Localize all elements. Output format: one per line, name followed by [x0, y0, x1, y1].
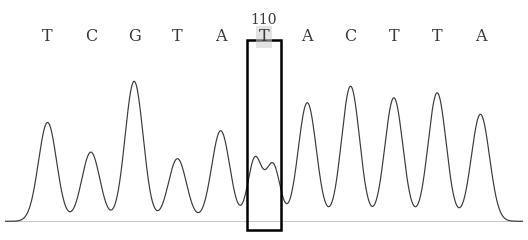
Text: C: C — [84, 28, 97, 45]
Text: 110: 110 — [251, 13, 277, 27]
Text: T: T — [259, 28, 269, 45]
Text: C: C — [344, 28, 357, 45]
Bar — [247, 40, 281, 229]
Text: A: A — [215, 28, 227, 45]
Text: T: T — [172, 28, 183, 45]
Text: A: A — [475, 28, 486, 45]
Text: G: G — [128, 28, 140, 45]
Text: T: T — [42, 28, 53, 45]
Text: T: T — [389, 28, 399, 45]
Text: A: A — [301, 28, 313, 45]
Text: T: T — [432, 28, 442, 45]
